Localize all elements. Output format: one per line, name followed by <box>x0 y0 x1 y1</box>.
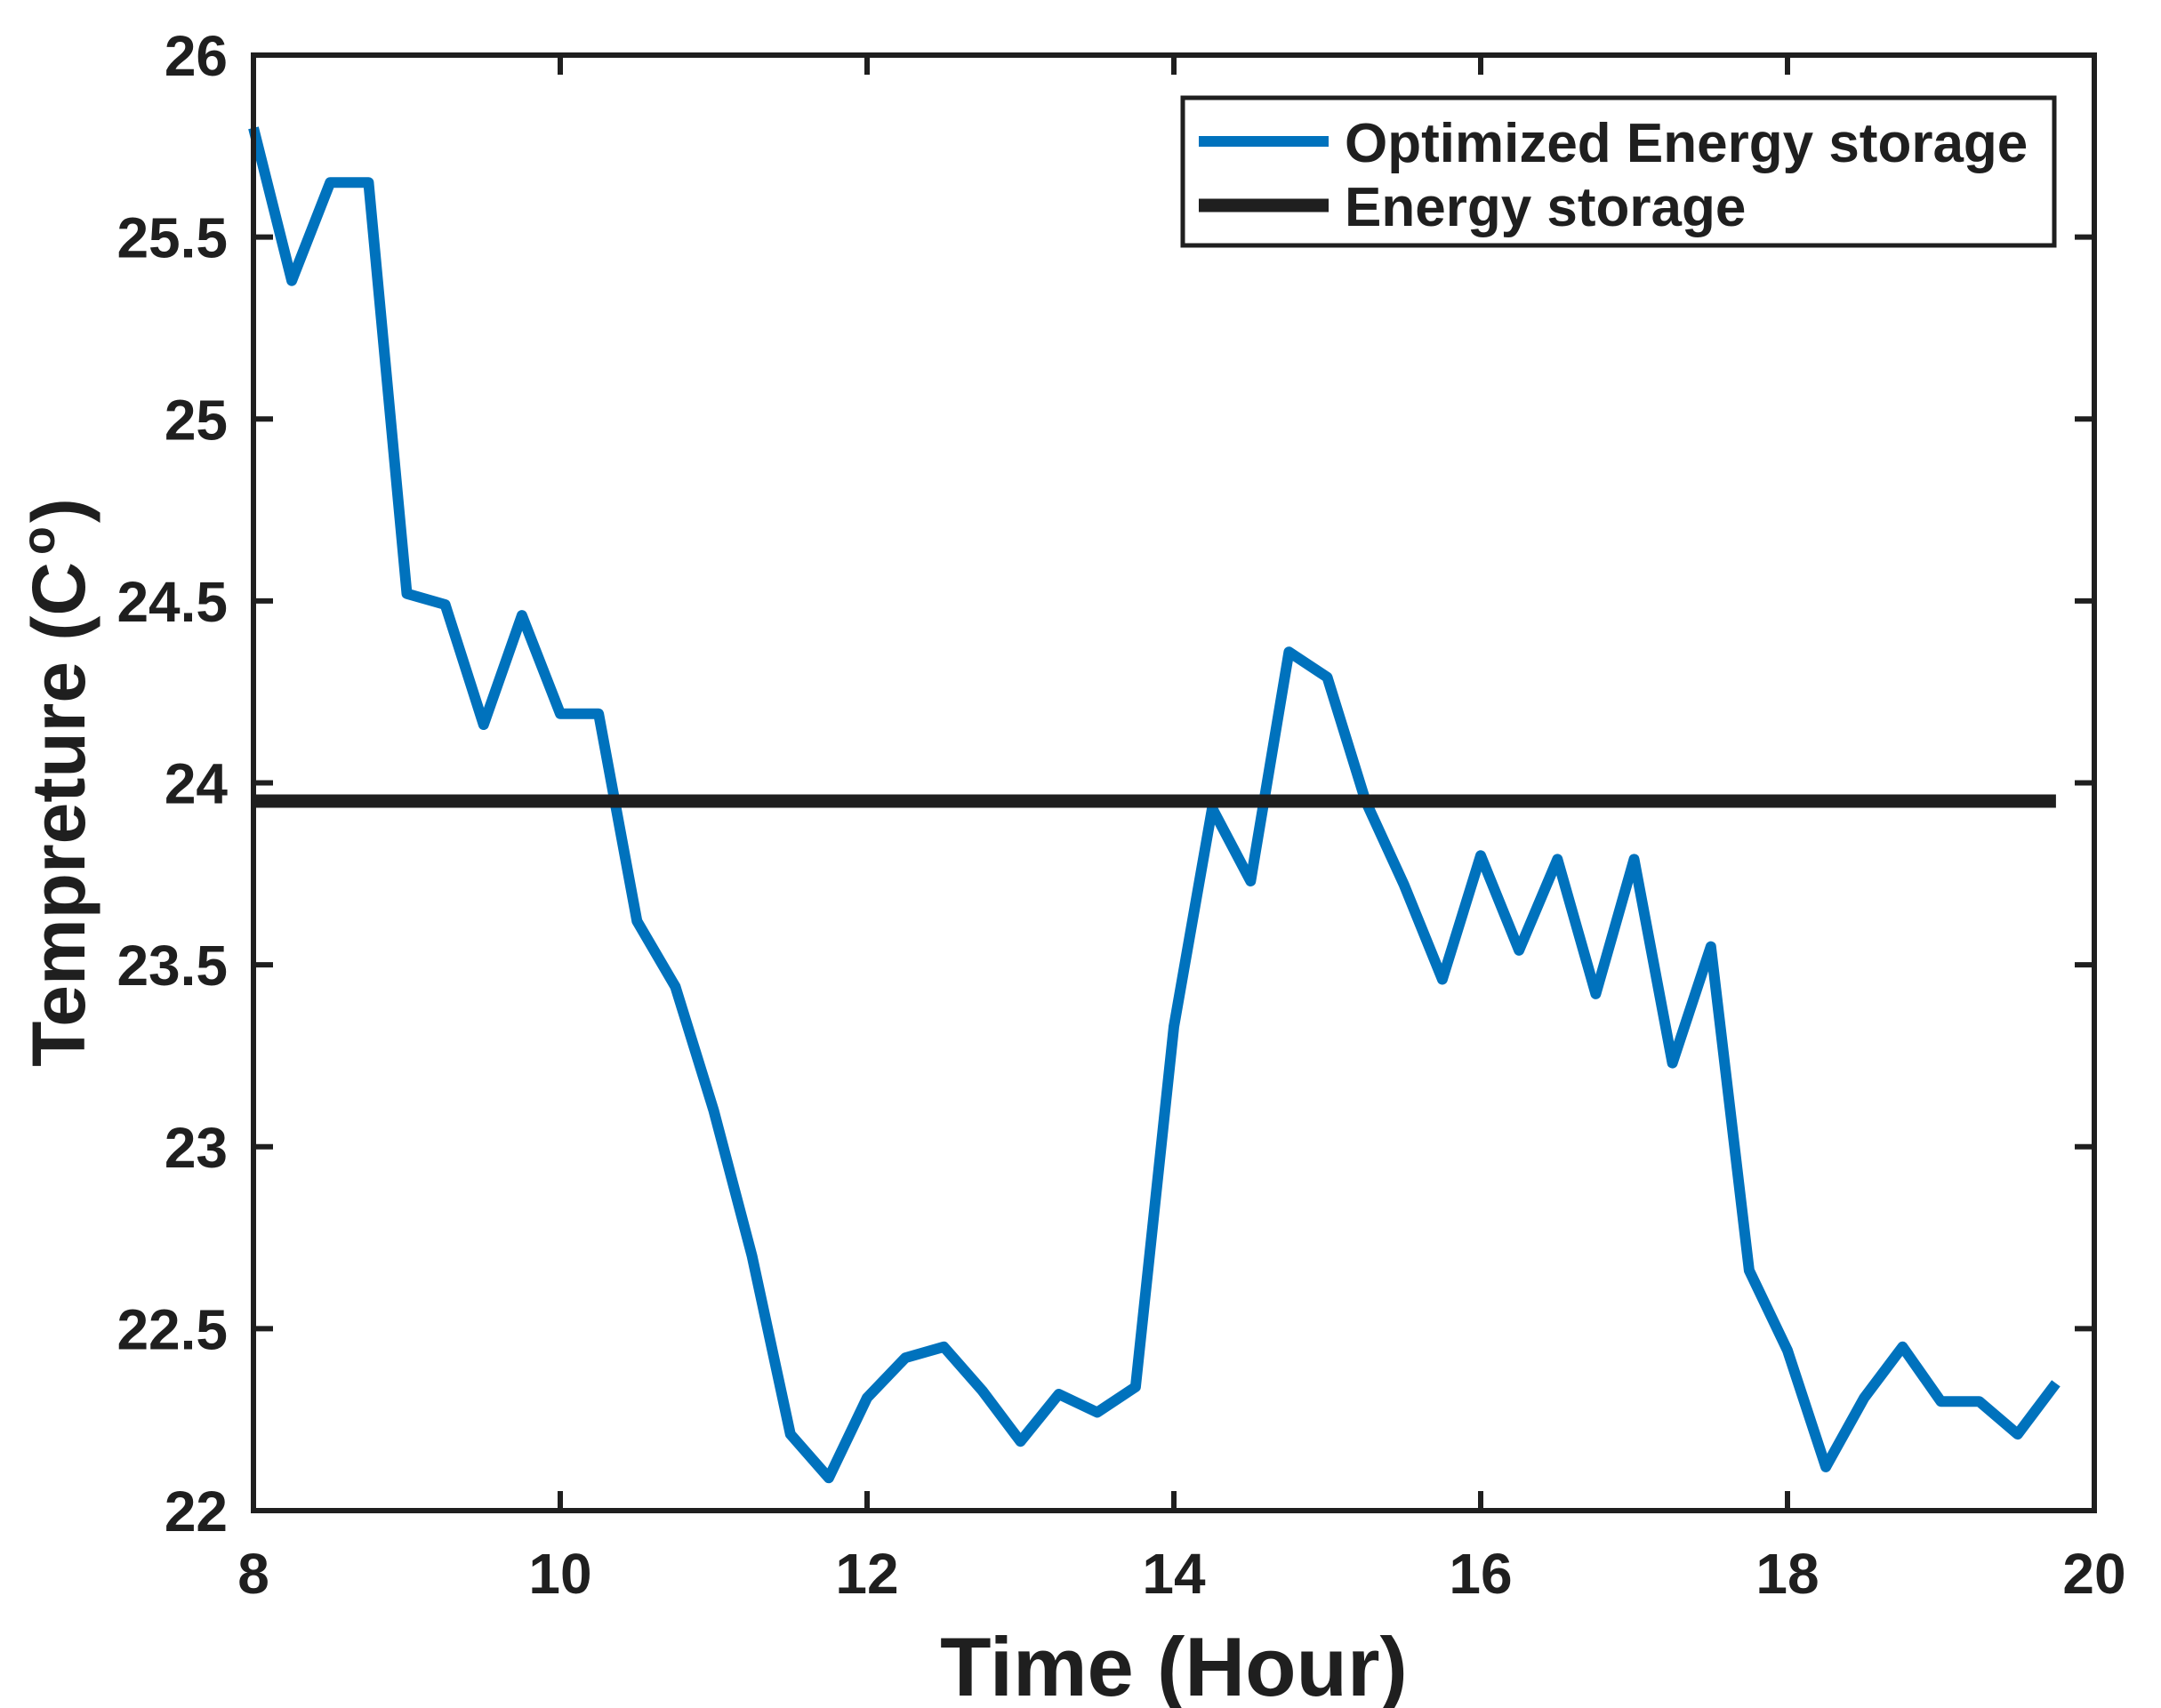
legend-entry-optimized-energy-storage: Optimized Energy storage <box>1199 113 2028 174</box>
series-line-optimized-energy-storage <box>248 126 2061 1484</box>
legend-label-optimized-energy-storage: Optimized Energy storage <box>1345 113 2028 174</box>
axis-box <box>251 52 2097 1513</box>
x-tick-label: 16 <box>1449 1542 1512 1606</box>
y-axis-title-suffix: ) <box>17 498 100 523</box>
y-axis-title-main: Tempreture (C <box>17 562 100 1067</box>
y-tick-label: 23 <box>165 1116 228 1180</box>
y-tick-label: 25 <box>165 388 228 452</box>
x-tick-label: 20 <box>2062 1542 2125 1606</box>
legend-entry-energy-storage: Energy storage <box>1199 177 1746 238</box>
plot-area: 8 10 12 14 16 18 20 22 22.5 23 23.5 24 24.5 25 25.5 26 <box>116 24 2125 1606</box>
x-tick-label: 10 <box>528 1542 591 1606</box>
y-tick-label: 23.5 <box>116 934 228 998</box>
y-axis-title-superscript: o <box>13 526 65 555</box>
y-tick-label: 24.5 <box>116 570 228 634</box>
y-axis-title: Tempreture (C o) <box>13 498 100 1067</box>
x-tick-label: 14 <box>1142 1542 1206 1606</box>
legend-box <box>1180 95 2057 248</box>
legend: Optimized Energy storage Energy storage <box>1180 95 2057 248</box>
x-axis-title: Time (Hour) <box>940 1620 1408 1708</box>
y-tick-label: 22 <box>165 1479 228 1544</box>
x-tick-label: 18 <box>1755 1542 1819 1606</box>
x-tick-label: 8 <box>237 1542 269 1606</box>
legend-label-energy-storage: Energy storage <box>1345 177 1746 238</box>
y-tick-label: 22.5 <box>116 1297 228 1361</box>
y-tick-label: 26 <box>165 24 228 88</box>
y-tick-label: 24 <box>165 752 229 816</box>
x-tick-label: 12 <box>835 1542 898 1606</box>
y-tick-label: 25.5 <box>116 206 228 270</box>
